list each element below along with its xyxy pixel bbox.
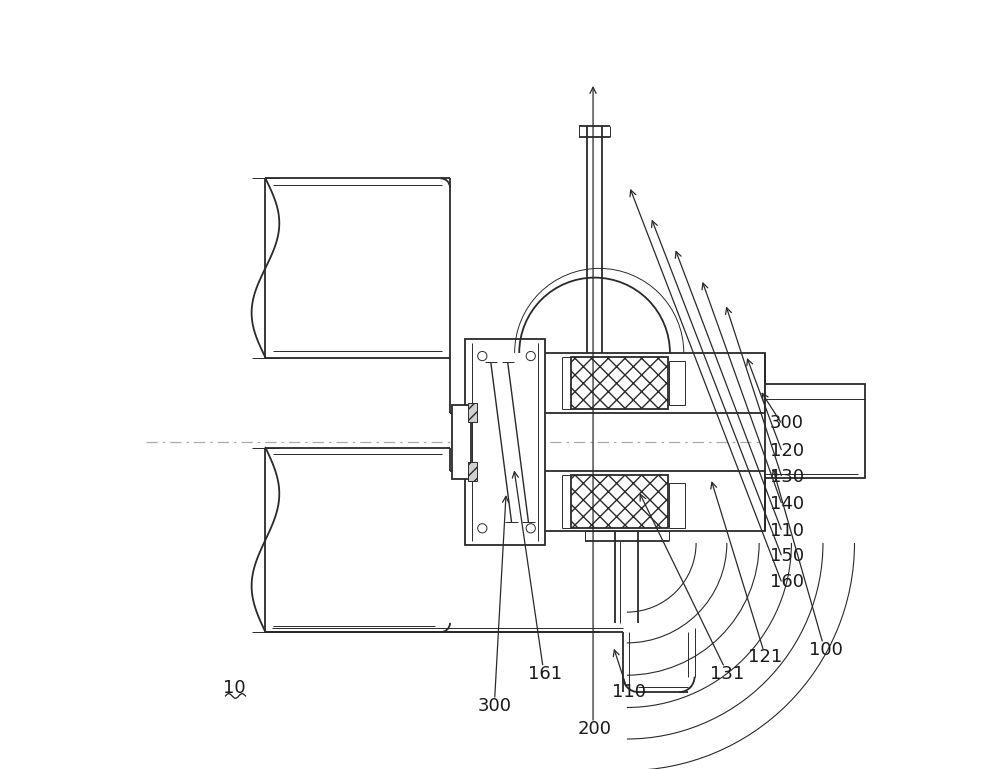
Bar bbox=[465, 339, 545, 545]
Bar bbox=[571, 357, 668, 409]
Bar bbox=[765, 384, 865, 478]
Text: 140: 140 bbox=[770, 494, 804, 513]
Bar bbox=[452, 405, 471, 479]
Text: 300: 300 bbox=[770, 414, 804, 432]
Text: 200: 200 bbox=[578, 720, 612, 738]
Text: 10: 10 bbox=[223, 679, 246, 697]
Text: 300: 300 bbox=[478, 697, 512, 715]
Text: 110: 110 bbox=[612, 683, 646, 701]
Text: 121: 121 bbox=[748, 648, 782, 667]
Text: 161: 161 bbox=[528, 664, 562, 683]
Bar bbox=[468, 403, 477, 422]
Bar bbox=[495, 471, 765, 531]
Text: 100: 100 bbox=[809, 641, 843, 659]
Bar bbox=[669, 361, 685, 405]
Bar bbox=[468, 462, 477, 481]
Bar bbox=[669, 483, 685, 528]
Text: 110: 110 bbox=[770, 521, 804, 540]
Bar bbox=[571, 475, 668, 528]
Text: 131: 131 bbox=[710, 664, 744, 683]
Text: 130: 130 bbox=[770, 468, 804, 486]
Bar bbox=[495, 353, 765, 413]
Text: 120: 120 bbox=[770, 441, 804, 460]
Text: 150: 150 bbox=[770, 547, 804, 565]
Text: 160: 160 bbox=[770, 573, 804, 591]
